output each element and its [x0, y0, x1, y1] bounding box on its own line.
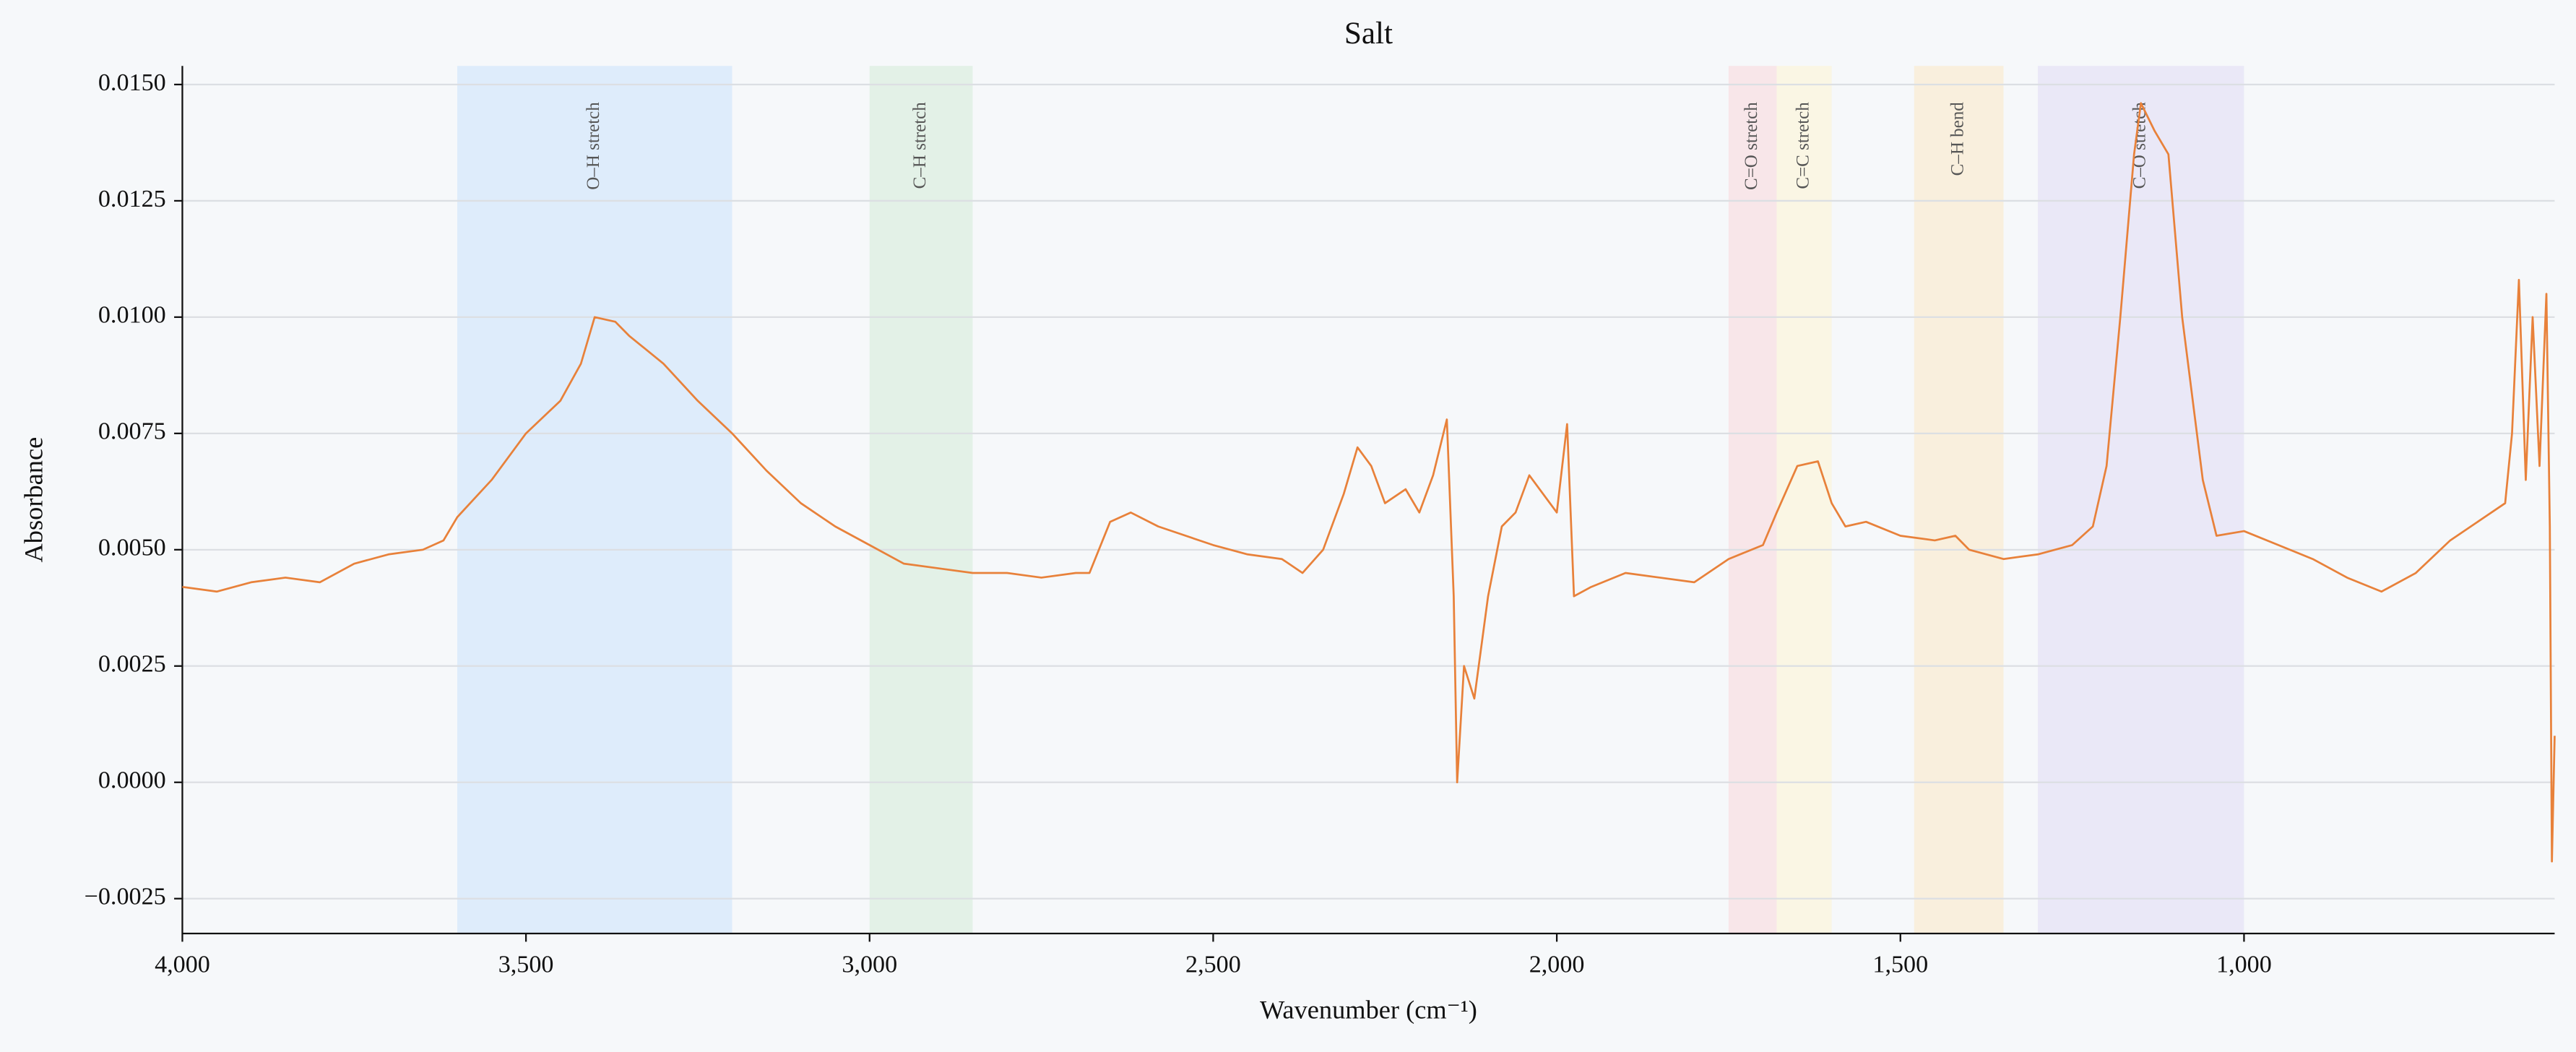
band-label: C=C stretch [1793, 102, 1812, 189]
x-tick-label: 1,000 [2216, 951, 2272, 978]
band [1914, 66, 2004, 934]
band-label: C=O stretch [1742, 102, 1761, 190]
band [1728, 66, 1777, 934]
band [1776, 66, 1832, 934]
x-axis-label: Wavenumber (cm⁻¹) [1260, 996, 1477, 1025]
y-tick-label: 0.0125 [98, 186, 166, 212]
y-tick-label: 0.0100 [98, 302, 166, 329]
x-tick-label: 3,000 [842, 951, 897, 978]
band-label: C–H bend [1948, 102, 1967, 176]
chart-title: Salt [1344, 16, 1393, 51]
y-tick-label: 0.0000 [98, 767, 166, 794]
x-tick-label: 4,000 [155, 951, 210, 978]
y-tick-label: 0.0025 [98, 651, 166, 678]
y-tick-label: 0.0150 [98, 69, 166, 96]
x-tick-label: 2,000 [1529, 951, 1585, 978]
y-tick-label: −0.0025 [85, 884, 166, 910]
spectrum-line [182, 102, 2556, 863]
x-tick-label: 1,500 [1872, 951, 1928, 978]
band-label: O–H stretch [584, 102, 603, 190]
y-tick-label: 0.0075 [98, 418, 166, 445]
band [2038, 66, 2244, 934]
band [457, 66, 732, 934]
x-tick-label: 3,500 [498, 951, 554, 978]
x-tick-label: 2,500 [1185, 951, 1241, 978]
band-label: C–H stretch [910, 102, 930, 189]
y-axis-label: Absorbance [19, 437, 48, 563]
band [869, 66, 973, 934]
y-tick-label: 0.0050 [98, 535, 166, 561]
